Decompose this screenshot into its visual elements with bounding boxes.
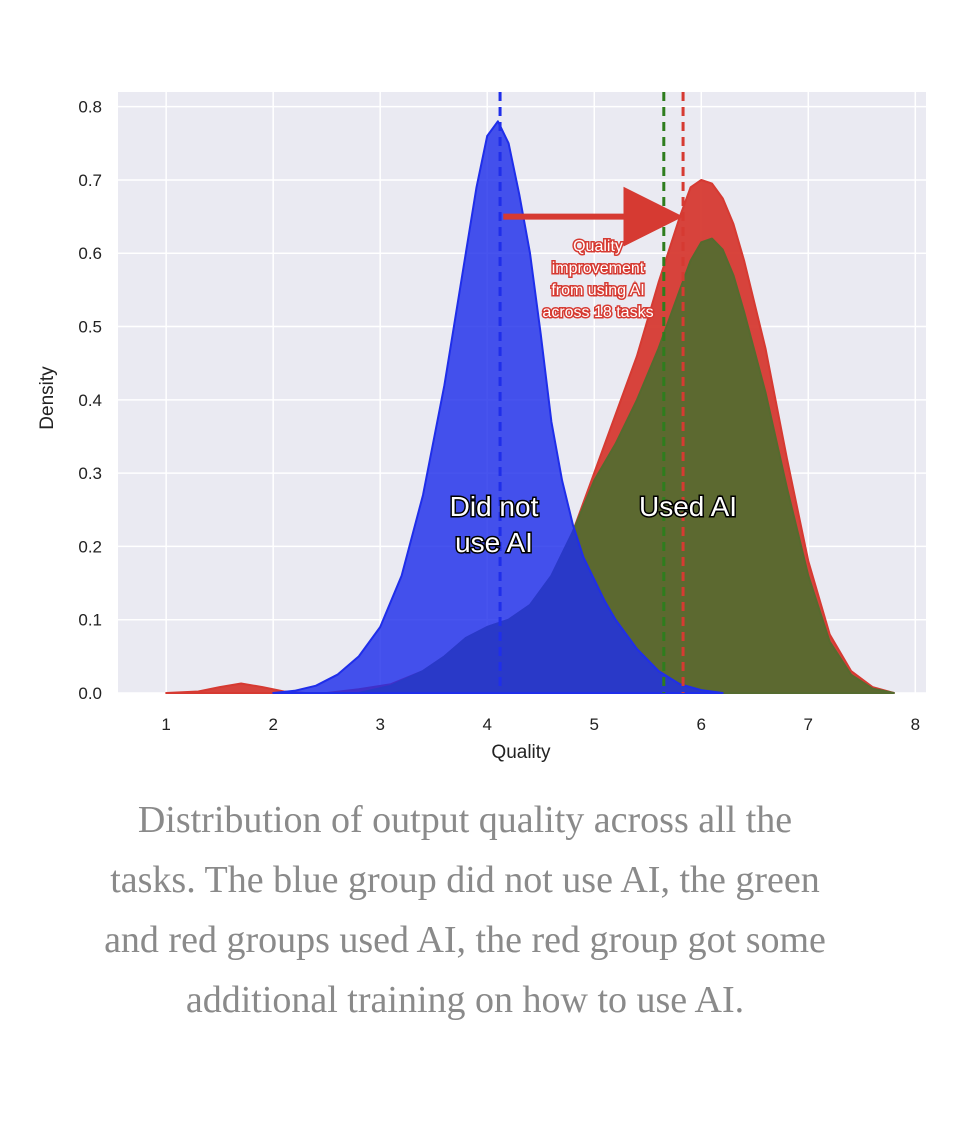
y-tick-label: 0.0 [78, 684, 102, 703]
x-tick-label: 1 [161, 715, 170, 734]
x-tick-label: 7 [804, 715, 813, 734]
density-chart: 1 2 3 4 5 6 7 8 0.0 0.1 0.2 0.3 0.4 0.5 0.6 0.7 0.8 Qual… [37, 92, 926, 763]
mean-lines [498, 92, 685, 693]
figure-caption: Distribution of output quality across al… [104, 799, 826, 1021]
y-tick-label: 0.5 [78, 318, 102, 337]
y-tick-label: 0.4 [78, 391, 102, 410]
used-ai-label: Used AI [639, 491, 737, 522]
blue-density-area [272, 120, 724, 694]
y-tick-label: 0.8 [78, 98, 102, 117]
y-tick-label: 0.1 [78, 611, 102, 630]
y-axis-label: Density [37, 366, 58, 430]
tick-labels: 1 2 3 4 5 6 7 8 0.0 0.1 0.2 0.3 0.4 0.5 0.6 0.7 0.8 [78, 98, 920, 734]
annotation-line1: Quality [573, 238, 623, 255]
y-tick-label: 0.2 [78, 537, 102, 556]
x-tick-label: 2 [268, 715, 277, 734]
x-tick-label: 8 [911, 715, 920, 734]
x-tick-label: 4 [482, 715, 491, 734]
x-axis-label: Quality [491, 742, 551, 763]
x-tick-label: 5 [590, 715, 599, 734]
x-tick-label: 3 [375, 715, 384, 734]
did-not-use-ai-label-line1: Did not [450, 491, 539, 522]
did-not-use-ai-label-line2: use AI [455, 527, 533, 558]
y-tick-label: 0.6 [78, 244, 102, 263]
density-areas [165, 120, 895, 694]
annotation-line3: from using AI [551, 282, 644, 299]
annotation-line4: across 18 tasks [542, 304, 653, 321]
y-tick-label: 0.7 [78, 171, 102, 190]
y-tick-label: 0.3 [78, 464, 102, 483]
annotation-line2: improvement [552, 260, 645, 277]
x-tick-label: 6 [697, 715, 706, 734]
